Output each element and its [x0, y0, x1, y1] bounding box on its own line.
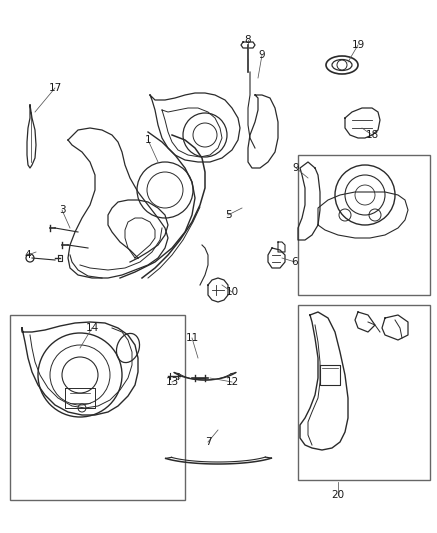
Text: 19: 19 [351, 40, 364, 50]
Text: 7: 7 [205, 437, 212, 447]
Text: 8: 8 [245, 35, 251, 45]
Text: 18: 18 [365, 130, 378, 140]
Text: 5: 5 [225, 210, 231, 220]
Text: 17: 17 [49, 83, 62, 93]
Text: 9: 9 [259, 50, 265, 60]
Bar [10, 315, 185, 500]
Bar [298, 305, 430, 480]
Text: 6: 6 [291, 257, 298, 267]
Text: 1: 1 [145, 135, 151, 145]
Text: 14: 14 [85, 323, 99, 333]
Text: 10: 10 [225, 287, 239, 297]
Bar [298, 155, 430, 295]
Text: 4: 4 [24, 250, 31, 260]
Text: 13: 13 [165, 377, 179, 387]
Text: 9: 9 [293, 163, 299, 173]
Text: 3: 3 [59, 205, 65, 215]
Text: 20: 20 [331, 490, 344, 500]
Text: 12: 12 [225, 377, 239, 387]
Text: 11: 11 [185, 333, 199, 343]
